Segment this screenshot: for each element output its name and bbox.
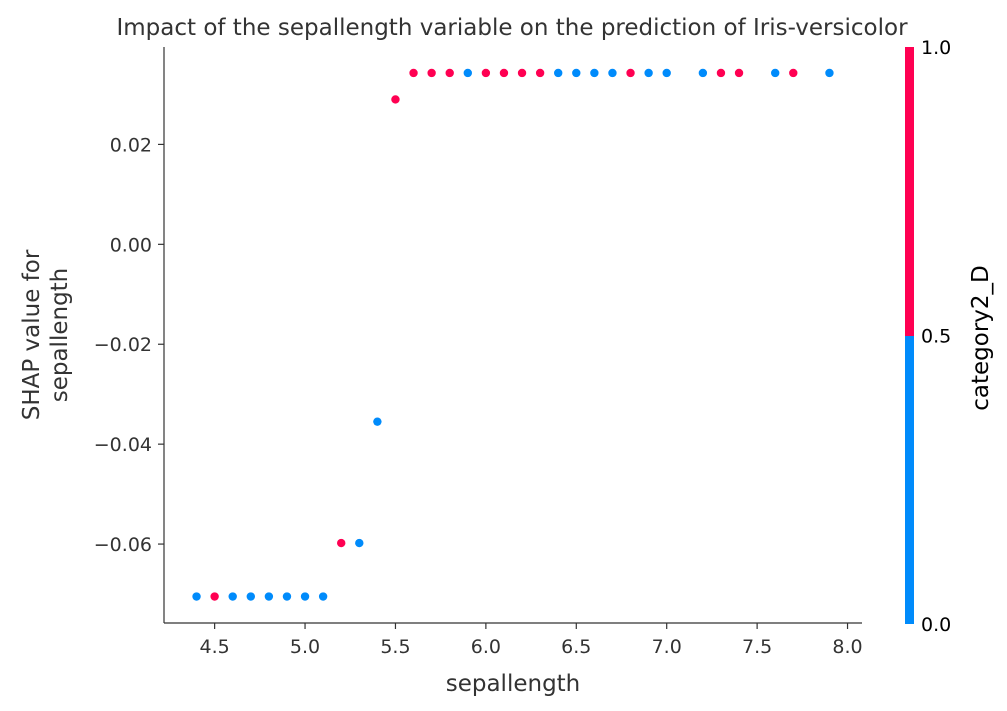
data-point — [463, 68, 472, 78]
data-point — [789, 68, 798, 78]
y-tick-label: −0.04 — [94, 434, 152, 456]
x-tick-label: 5.0 — [290, 636, 320, 658]
data-point — [554, 68, 563, 78]
y-tick-label: −0.06 — [94, 534, 152, 556]
data-point — [481, 68, 491, 78]
data-point — [535, 68, 545, 78]
data-point — [572, 68, 581, 78]
x-tick-label: 6.5 — [561, 636, 591, 658]
x-tick-label: 7.0 — [652, 636, 682, 658]
data-point — [300, 592, 310, 601]
x-tick-label: 5.5 — [380, 636, 410, 658]
colorbar-tick-label: 1.0 — [921, 37, 951, 59]
data-point — [590, 68, 599, 78]
data-point — [318, 592, 328, 601]
data-point — [228, 592, 237, 601]
y-tick-label: 0.02 — [110, 134, 152, 156]
data-point — [337, 538, 346, 548]
x-tick-label: 8.0 — [832, 636, 862, 658]
data-points — [192, 68, 834, 601]
data-point — [517, 68, 527, 78]
data-point — [192, 592, 201, 601]
data-point — [734, 68, 744, 78]
data-point — [373, 417, 382, 426]
data-point — [427, 68, 436, 78]
data-point — [698, 68, 708, 78]
data-point — [391, 95, 400, 104]
y-ticks: 0.02 0.00 −0.02 −0.04 −0.06 — [94, 134, 164, 556]
data-point — [499, 68, 509, 78]
data-point — [825, 68, 834, 78]
data-point — [716, 68, 726, 78]
x-tick-label: 6.0 — [471, 636, 501, 658]
colorbar-low-segment — [905, 336, 914, 624]
plot-area: 4.5 5.0 5.5 6.0 6.5 7.0 7.5 8.0 0.02 0.00 −0.02 −0… — [94, 47, 863, 658]
x-tick-label: 7.5 — [742, 636, 772, 658]
data-point — [608, 68, 617, 78]
data-point — [662, 68, 671, 78]
x-axis-label: sepallength — [446, 671, 581, 697]
data-point — [771, 68, 780, 78]
colorbar-high-segment — [905, 47, 914, 336]
data-point — [409, 68, 418, 78]
colorbar: 0.0 0.5 1.0 category2_D — [905, 37, 994, 636]
data-point — [445, 68, 454, 78]
y-axis-label: SHAP value for sepallength — [19, 249, 73, 420]
y-tick-label: 0.00 — [110, 234, 152, 256]
data-point — [282, 592, 292, 601]
colorbar-ticks: 0.0 0.5 1.0 — [921, 37, 951, 636]
data-point — [264, 592, 274, 601]
x-ticks: 4.5 5.0 5.5 6.0 6.5 7.0 7.5 8.0 — [200, 623, 863, 658]
data-point — [355, 538, 364, 548]
data-point — [626, 68, 635, 78]
data-point — [210, 592, 219, 601]
y-axis-label-line-2: sepallength — [47, 268, 73, 403]
colorbar-label: category2_D — [968, 265, 994, 411]
data-point — [246, 592, 255, 601]
colorbar-tick-label: 0.0 — [921, 614, 951, 636]
y-tick-label: −0.02 — [94, 334, 152, 356]
y-axis-label-line-1: SHAP value for — [19, 249, 45, 420]
x-tick-label: 4.5 — [200, 636, 230, 658]
data-point — [644, 68, 653, 78]
colorbar-tick-label: 0.5 — [921, 326, 951, 348]
chart-title: Impact of the sepallength variable on th… — [116, 15, 908, 41]
